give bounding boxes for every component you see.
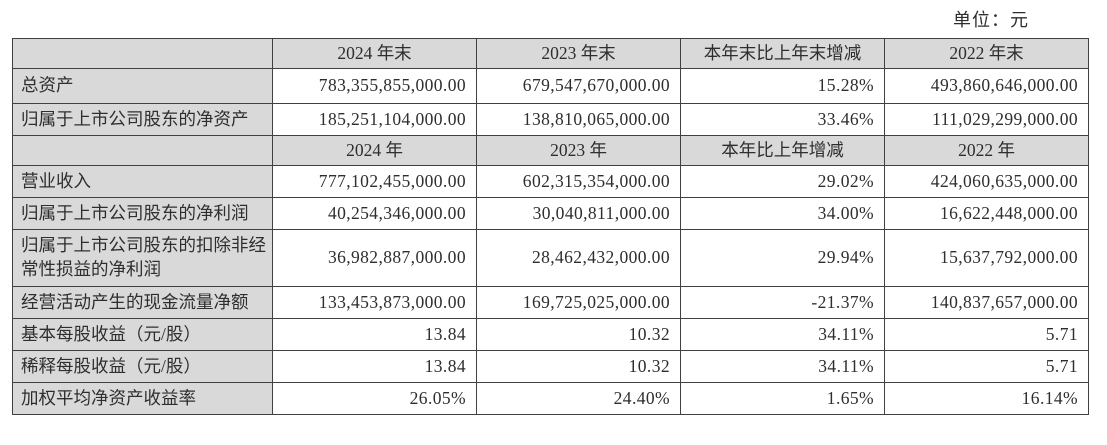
row-label: 稀释每股收益（元/股） <box>12 350 273 383</box>
table-row: 基本每股收益（元/股） 13.84 10.32 34.11% 5.71 <box>12 318 1089 351</box>
row-label: 归属于上市公司股东的扣除非经常性损益的净利润 <box>12 229 273 287</box>
row-label: 经营活动产生的现金流量净额 <box>12 286 273 319</box>
cell-value: 33.46% <box>680 103 885 136</box>
col-header-2024-yearend: 2024 年末 <box>272 38 477 69</box>
table-row: 经营活动产生的现金流量净额 133,453,873,000.00 169,725… <box>12 286 1089 319</box>
col-header-2024: 2024 年 <box>272 135 477 166</box>
cell-value: 1.65% <box>680 382 885 415</box>
cell-value: 15,637,792,000.00 <box>884 229 1089 287</box>
cell-value: 10.32 <box>476 350 681 383</box>
table-row: 总资产 783,355,855,000.00 679,547,670,000.0… <box>12 68 1089 104</box>
key-accounting-data-table: 2024 年末 2023 年末 本年末比上年末增减 2022 年末 总资产 78… <box>12 38 1089 415</box>
cell-value: 169,725,025,000.00 <box>476 286 681 319</box>
cell-value: 679,547,670,000.00 <box>476 68 681 104</box>
cell-value: 30,040,811,000.00 <box>476 197 681 230</box>
cell-value: 13.84 <box>272 350 477 383</box>
cell-value: 111,029,299,000.00 <box>884 103 1089 136</box>
cell-value: 777,102,455,000.00 <box>272 165 477 198</box>
cell-value: 34.11% <box>680 318 885 351</box>
cell-value: 133,453,873,000.00 <box>272 286 477 319</box>
cell-value: 16,622,448,000.00 <box>884 197 1089 230</box>
col-header-blank <box>12 135 273 166</box>
cell-value: 15.28% <box>680 68 885 104</box>
table-header-row: 2024 年末 2023 年末 本年末比上年末增减 2022 年末 <box>12 38 1089 69</box>
cell-value: 10.32 <box>476 318 681 351</box>
cell-value: 40,254,346,000.00 <box>272 197 477 230</box>
cell-value: 16.14% <box>884 382 1089 415</box>
cell-value: 24.40% <box>476 382 681 415</box>
row-label: 基本每股收益（元/股） <box>12 318 273 351</box>
cell-value: 424,060,635,000.00 <box>884 165 1089 198</box>
cell-value: 185,251,104,000.00 <box>272 103 477 136</box>
row-label: 归属于上市公司股东的净资产 <box>12 103 273 136</box>
col-header-2022: 2022 年 <box>884 135 1089 166</box>
cell-value: 5.71 <box>884 318 1089 351</box>
row-label: 加权平均净资产收益率 <box>12 382 273 415</box>
table-row: 归属于上市公司股东的净利润 40,254,346,000.00 30,040,8… <box>12 197 1089 230</box>
cell-value: 28,462,432,000.00 <box>476 229 681 287</box>
row-label: 营业收入 <box>12 165 273 198</box>
table-row: 归属于上市公司股东的净资产 185,251,104,000.00 138,810… <box>12 103 1089 136</box>
cell-value: 493,860,646,000.00 <box>884 68 1089 104</box>
cell-value: 5.71 <box>884 350 1089 383</box>
cell-value: 34.00% <box>680 197 885 230</box>
table-row: 稀释每股收益（元/股） 13.84 10.32 34.11% 5.71 <box>12 350 1089 383</box>
col-header-yoy-yearend-change: 本年末比上年末增减 <box>680 38 885 69</box>
cell-value: 13.84 <box>272 318 477 351</box>
cell-value: 29.02% <box>680 165 885 198</box>
cell-value: 783,355,855,000.00 <box>272 68 477 104</box>
unit-label: 单位：元 <box>953 10 1029 30</box>
cell-value: 29.94% <box>680 229 885 287</box>
cell-value: 36,982,887,000.00 <box>272 229 477 287</box>
table-row: 营业收入 777,102,455,000.00 602,315,354,000.… <box>12 165 1089 198</box>
cell-value: 138,810,065,000.00 <box>476 103 681 136</box>
col-header-blank <box>12 38 273 69</box>
cell-value: 34.11% <box>680 350 885 383</box>
cell-value: 26.05% <box>272 382 477 415</box>
col-header-2023-yearend: 2023 年末 <box>476 38 681 69</box>
col-header-yoy-change: 本年比上年增减 <box>680 135 885 166</box>
col-header-2022-yearend: 2022 年末 <box>884 38 1089 69</box>
row-label: 归属于上市公司股东的净利润 <box>12 197 273 230</box>
row-label: 总资产 <box>12 68 273 104</box>
table-header-row: 2024 年 2023 年 本年比上年增减 2022 年 <box>12 135 1089 166</box>
table-row: 加权平均净资产收益率 26.05% 24.40% 1.65% 16.14% <box>12 382 1089 415</box>
col-header-2023: 2023 年 <box>476 135 681 166</box>
cell-value: 602,315,354,000.00 <box>476 165 681 198</box>
cell-value: 140,837,657,000.00 <box>884 286 1089 319</box>
table-row: 归属于上市公司股东的扣除非经常性损益的净利润 36,982,887,000.00… <box>12 229 1089 287</box>
cell-value: -21.37% <box>680 286 885 319</box>
